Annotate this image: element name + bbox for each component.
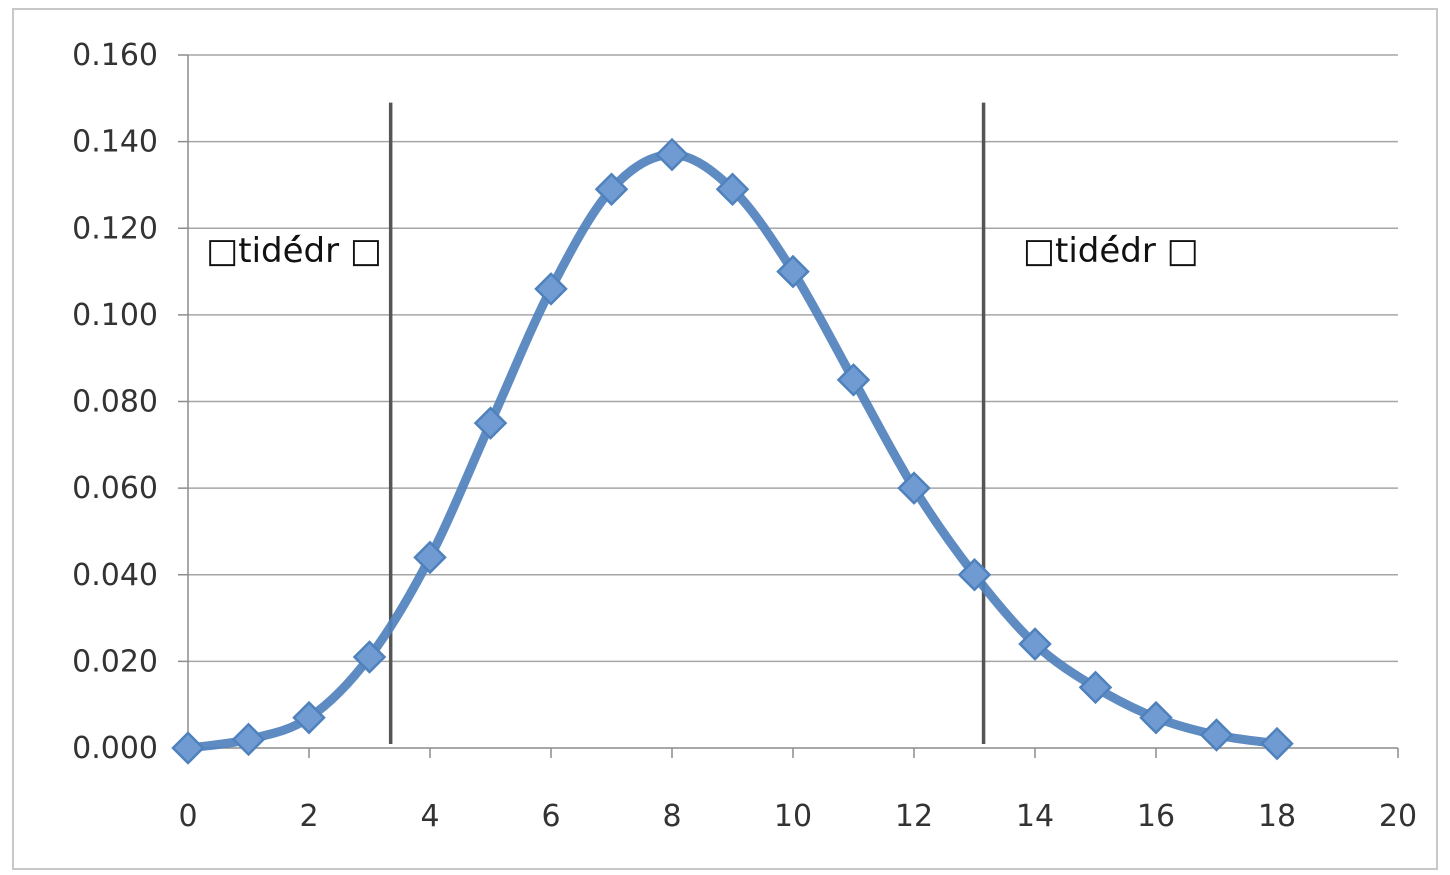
data-point-marker bbox=[776, 254, 810, 289]
annotation-label: □tidé́dr □ bbox=[1023, 231, 1199, 271]
label-layer: 0.000 0.020 0.040 0.060 0.080 0.100 0.120 0.140… bbox=[72, 38, 1417, 834]
data-point-marker bbox=[1139, 700, 1173, 735]
data-point-marker bbox=[1018, 627, 1052, 661]
data-point-marker bbox=[1199, 718, 1234, 752]
data-point-marker bbox=[594, 172, 629, 207]
x-tick-label: 6 bbox=[541, 799, 560, 834]
y-tick-label: 0.140 bbox=[72, 125, 158, 160]
x-tick-label: 8 bbox=[662, 799, 681, 834]
reference-lines bbox=[388, 102, 986, 744]
y-tick-label: 0.040 bbox=[72, 558, 158, 593]
x-tick-label: 0 bbox=[178, 799, 197, 834]
annotation-label: □tidé́dr □ bbox=[206, 231, 382, 271]
data-point-marker bbox=[655, 137, 689, 172]
y-tick-label: 0.020 bbox=[72, 644, 158, 679]
data-point-marker bbox=[231, 722, 266, 757]
data-point-marker bbox=[715, 172, 750, 207]
data-point-marker bbox=[352, 640, 387, 674]
data-point-marker bbox=[292, 700, 326, 735]
data-point-marker bbox=[897, 471, 931, 505]
x-tick-label: 20 bbox=[1379, 799, 1417, 834]
y-tick-label: 0.080 bbox=[72, 385, 158, 420]
x-tick-label: 12 bbox=[895, 799, 933, 834]
data-point-marker bbox=[836, 363, 871, 397]
x-tick-label: 14 bbox=[1016, 799, 1054, 834]
y-tick-label: 0.160 bbox=[72, 38, 158, 73]
data-point-marker bbox=[957, 557, 992, 592]
x-tick-label: 4 bbox=[420, 799, 439, 834]
data-point-marker bbox=[534, 272, 568, 306]
x-tick-label: 16 bbox=[1137, 799, 1175, 834]
grid-layer bbox=[188, 54, 1398, 663]
x-tick-label: 10 bbox=[774, 799, 812, 834]
data-point-marker bbox=[1078, 670, 1113, 705]
axes bbox=[178, 54, 1399, 758]
series-layer bbox=[171, 137, 1294, 765]
data-point-marker bbox=[1260, 726, 1294, 761]
data-point-marker bbox=[473, 406, 508, 440]
x-tick-label: 18 bbox=[1258, 799, 1296, 834]
y-tick-label: 0.060 bbox=[72, 471, 158, 506]
data-point-marker bbox=[171, 731, 205, 765]
y-tick-label: 0.100 bbox=[72, 298, 158, 333]
y-tick-label: 0.120 bbox=[72, 211, 158, 246]
x-tick-label: 2 bbox=[299, 799, 318, 834]
y-tick-label: 0.000 bbox=[72, 731, 158, 766]
data-point-marker bbox=[413, 540, 447, 575]
